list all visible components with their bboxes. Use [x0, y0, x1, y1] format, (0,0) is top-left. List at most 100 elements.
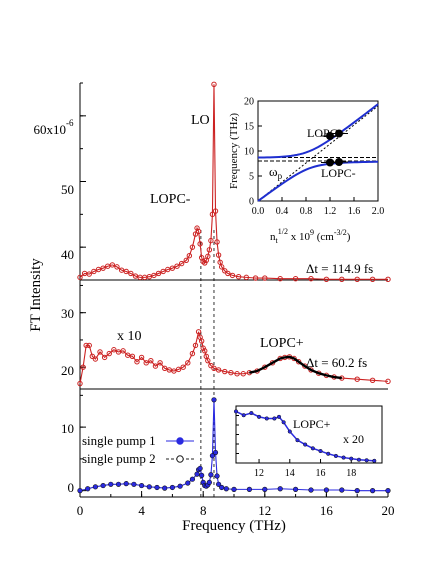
bottom-point — [197, 465, 203, 472]
inset-xtick-label: 1.6 — [348, 206, 361, 217]
bottom-point — [208, 472, 214, 478]
top-point — [212, 208, 219, 214]
top-point — [165, 266, 171, 273]
inset-zoom-xtick-label: 16 — [316, 468, 326, 479]
middle-point — [175, 366, 182, 373]
top-ytick-label: 60x10 — [34, 122, 67, 137]
inset-dispersion-frame — [257, 100, 379, 202]
bottom-point — [385, 488, 391, 494]
bottom-point — [370, 488, 376, 494]
top-ytick-label: 50 — [61, 182, 74, 197]
top-point — [225, 270, 231, 277]
inset-zoom-point — [295, 438, 300, 443]
middle-point — [101, 354, 108, 361]
inset-zoom-point — [233, 409, 239, 414]
x-axis-label: Frequency (THz) — [182, 518, 286, 534]
inset-zoom-x20: x 20 — [343, 432, 364, 446]
inset-lopc-plus: LOPC+ — [307, 126, 345, 140]
inset-zoom-xtick-label: 14 — [285, 468, 295, 479]
middle-point — [138, 354, 145, 361]
middle-point — [89, 353, 96, 359]
top-point — [95, 266, 102, 273]
bottom-point — [211, 397, 217, 403]
inset-zoom-point — [333, 453, 338, 458]
middle-point — [198, 338, 205, 344]
inset-dispersion: 0.0 0.4 0.8 1.2 1.6 2.0 0 5 10 15 20 Frequency (TH… — [228, 97, 384, 246]
middle-point — [152, 363, 159, 369]
inset-zoom-xtick-label: 18 — [346, 468, 356, 479]
middle-point — [240, 371, 246, 377]
bottom-point — [212, 449, 219, 456]
mid-ytick-label: 20 — [61, 363, 74, 378]
x-tick-label: 4 — [138, 503, 145, 518]
inset-zoom-point — [372, 458, 377, 463]
inset-xlabel-unit-sup: -3/2 — [334, 228, 347, 237]
top-point — [186, 253, 193, 259]
x-tick-label: 0 — [77, 503, 84, 518]
inset-zoom-point — [241, 413, 246, 418]
middle-point — [185, 360, 191, 366]
x10-label: x 10 — [117, 329, 142, 344]
inset-xtick-label: 1.2 — [324, 206, 337, 217]
bottom-point — [223, 486, 229, 492]
bottom-point — [206, 479, 212, 485]
bottom-point — [162, 485, 168, 491]
middle-point — [222, 368, 228, 375]
top-point — [160, 268, 166, 275]
bot-ytick-label: 10 — [61, 421, 74, 436]
top-point — [178, 260, 185, 267]
inset-zoom-point — [287, 429, 292, 434]
top-point — [217, 259, 223, 265]
middle-point — [228, 369, 234, 376]
bot-ytick-label: 0 — [68, 480, 75, 495]
middle-point — [205, 357, 211, 364]
inset-zoom-point — [341, 455, 346, 460]
top-point — [192, 231, 199, 237]
middle-point — [180, 364, 186, 370]
inset-upper-branch — [257, 103, 379, 159]
middle-point — [295, 359, 302, 365]
bottom-point — [214, 473, 220, 479]
legend: single pump 1 single pump 2 — [82, 433, 194, 466]
inset-data-point — [335, 129, 343, 138]
inset-zoom-point — [318, 449, 323, 454]
top-point — [146, 274, 153, 280]
top-point — [109, 262, 116, 268]
inset-ylabel: Frequency (THz) — [228, 113, 240, 189]
top-point — [77, 274, 83, 281]
top-point — [308, 275, 314, 282]
inset-xtick-label: 0.4 — [276, 206, 289, 217]
inset-zoom-content: 12 14 16 18 — [233, 409, 377, 479]
middle-point — [215, 367, 222, 373]
inset-zoom-xtick-label: 12 — [254, 468, 264, 479]
x-tick-label: 20 — [382, 503, 395, 518]
x-tick-labels: 0 4 8 12 16 20 — [77, 503, 395, 518]
inset-ytick-label: 20 — [244, 97, 254, 108]
middle-point — [200, 345, 206, 351]
top-point — [100, 265, 106, 271]
inset-zoom-point — [310, 446, 315, 451]
x-tick-label: 16 — [320, 503, 334, 518]
top-point — [202, 260, 208, 266]
inset-zoom: 12 14 16 18 LOPC+ x 20 — [233, 405, 383, 479]
top-point — [189, 244, 196, 250]
middle-point — [86, 342, 92, 349]
bottom-point — [169, 484, 175, 491]
inset-xtick-label: 0.8 — [300, 206, 313, 217]
middle-point — [92, 356, 99, 362]
top-point — [91, 268, 97, 275]
top-point — [174, 263, 180, 269]
bottom-point — [339, 487, 345, 493]
inset-zoom-point — [276, 414, 282, 419]
top-point — [208, 237, 214, 244]
top-point — [205, 253, 211, 260]
legend-marker-pump2 — [176, 455, 184, 463]
top-point — [252, 275, 259, 281]
inset-zoom-lopc-plus: LOPC+ — [293, 417, 331, 431]
bottom-point — [219, 484, 225, 491]
bottom-point — [177, 483, 183, 489]
top-point — [86, 271, 92, 277]
top-point — [218, 264, 225, 270]
bottom-point — [323, 487, 330, 493]
